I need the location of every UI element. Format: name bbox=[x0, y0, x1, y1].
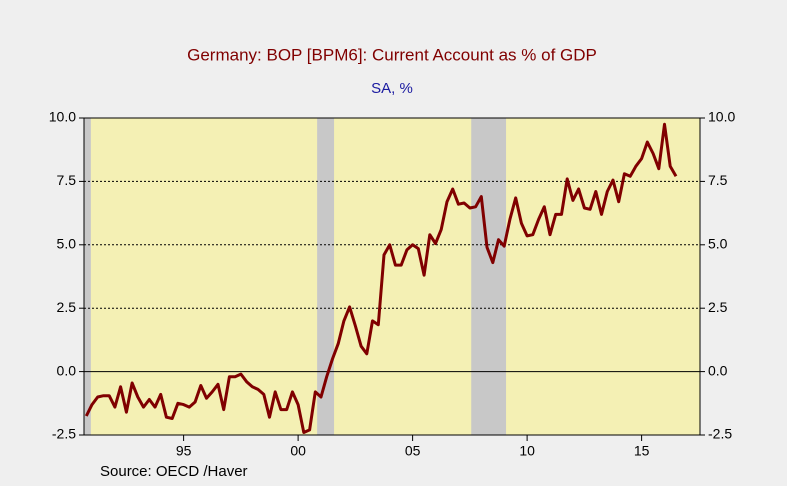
y-tick-label: 2.5 bbox=[57, 299, 77, 315]
recession-band bbox=[471, 118, 507, 435]
y-tick-label: 5.0 bbox=[57, 236, 77, 252]
x-tick-label: 95 bbox=[176, 443, 192, 459]
y2-tick-label: 2.5 bbox=[708, 299, 728, 315]
y-tick-label: 10.0 bbox=[49, 109, 76, 125]
y2-tick-label: 7.5 bbox=[708, 172, 728, 188]
y-tick-label: 7.5 bbox=[57, 172, 77, 188]
recession-band bbox=[84, 118, 91, 435]
y-tick-label: -2.5 bbox=[52, 426, 76, 442]
plot-area bbox=[84, 118, 700, 435]
x-tick-label: 05 bbox=[405, 443, 421, 459]
chart-title: Germany: BOP [BPM6]: Current Account as … bbox=[187, 45, 597, 64]
y2-tick-label: 5.0 bbox=[708, 236, 728, 252]
x-tick-label: 10 bbox=[519, 443, 535, 459]
plot-border bbox=[83, 117, 701, 436]
recession-band bbox=[317, 118, 335, 435]
y-tick-label: 0.0 bbox=[57, 362, 77, 378]
chart-subtitle: SA, % bbox=[371, 80, 413, 97]
x-tick-label: 15 bbox=[634, 443, 650, 459]
y2-tick-label: -2.5 bbox=[708, 426, 732, 442]
x-tick-label: 00 bbox=[290, 443, 306, 459]
y2-tick-label: 10.0 bbox=[708, 109, 735, 125]
y2-tick-label: 0.0 bbox=[708, 362, 728, 378]
data-line bbox=[84, 122, 678, 434]
source: Source: OECD /Haver bbox=[100, 463, 248, 480]
